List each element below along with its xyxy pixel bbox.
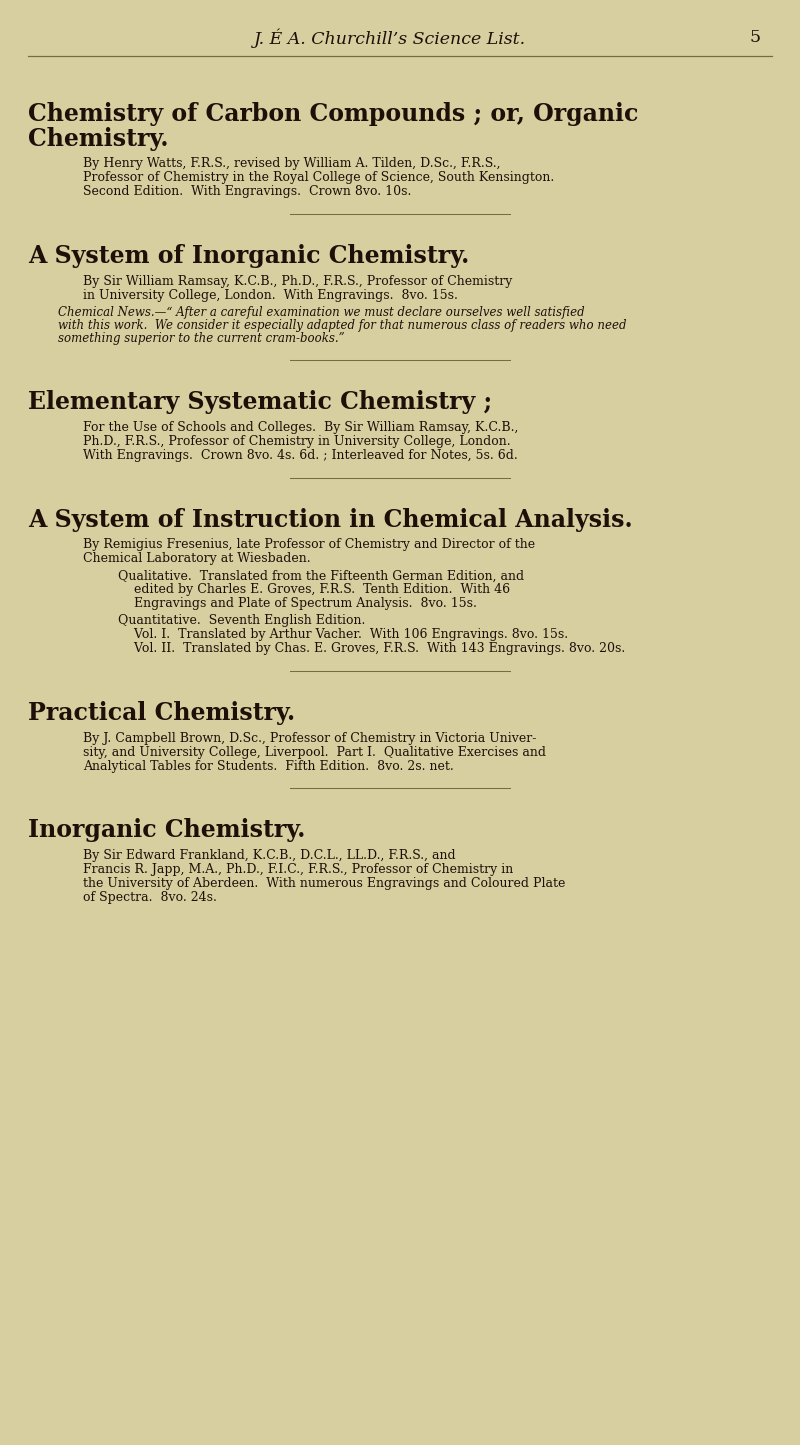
Text: Practical Chemistry.: Practical Chemistry. (28, 701, 295, 725)
Text: By J. Campbell Brown, D.Sc., Professor of Chemistry in Victoria Univer-: By J. Campbell Brown, D.Sc., Professor o… (83, 731, 536, 744)
Text: Ph.D., F.R.S., Professor of Chemistry in University College, London.: Ph.D., F.R.S., Professor of Chemistry in… (83, 435, 510, 448)
Text: Qualitative.  Translated from the Fifteenth German Edition, and: Qualitative. Translated from the Fifteen… (118, 569, 524, 582)
Text: something superior to the current cram-books.”: something superior to the current cram-b… (58, 332, 345, 345)
Text: Quantitative.  Seventh English Edition.: Quantitative. Seventh English Edition. (118, 614, 366, 627)
Text: With Engravings.  Crown 8vo. 4s. 6d. ; Interleaved for Notes, 5s. 6d.: With Engravings. Crown 8vo. 4s. 6d. ; In… (83, 449, 518, 462)
Text: For the Use of Schools and Colleges.  By Sir William Ramsay, K.C.B.,: For the Use of Schools and Colleges. By … (83, 420, 518, 433)
Text: 5: 5 (750, 29, 761, 46)
Text: the University of Aberdeen.  With numerous Engravings and Coloured Plate: the University of Aberdeen. With numerou… (83, 877, 566, 890)
Text: Chemistry.: Chemistry. (28, 127, 169, 150)
Text: Elementary Systematic Chemistry ;: Elementary Systematic Chemistry ; (28, 390, 492, 415)
Text: Engravings and Plate of Spectrum Analysis.  8vo. 15s.: Engravings and Plate of Spectrum Analysi… (118, 597, 477, 610)
Text: Vol. I.  Translated by Arthur Vacher.  With 106 Engravings. 8vo. 15s.: Vol. I. Translated by Arthur Vacher. Wit… (118, 629, 568, 642)
Text: By Sir William Ramsay, K.C.B., Ph.D., F.R.S., Professor of Chemistry: By Sir William Ramsay, K.C.B., Ph.D., F.… (83, 275, 512, 288)
Text: Chemistry of Carbon Compounds ; or, Organic: Chemistry of Carbon Compounds ; or, Orga… (28, 103, 638, 126)
Text: Inorganic Chemistry.: Inorganic Chemistry. (28, 818, 306, 842)
Text: Second Edition.  With Engravings.  Crown 8vo. 10s.: Second Edition. With Engravings. Crown 8… (83, 185, 411, 198)
Text: Analytical Tables for Students.  Fifth Edition.  8vo. 2s. net.: Analytical Tables for Students. Fifth Ed… (83, 760, 454, 773)
Text: of Spectra.  8vo. 24s.: of Spectra. 8vo. 24s. (83, 892, 217, 905)
Text: By Henry Watts, F.R.S., revised by William A. Tilden, D.Sc., F.R.S.,: By Henry Watts, F.R.S., revised by Willi… (83, 158, 501, 171)
Text: J. É A. Churchill’s Science List.: J. É A. Churchill’s Science List. (254, 29, 526, 48)
Text: in University College, London.  With Engravings.  8vo. 15s.: in University College, London. With Engr… (83, 289, 458, 302)
Text: By Sir Edward Frankland, K.C.B., D.C.L., LL.D., F.R.S., and: By Sir Edward Frankland, K.C.B., D.C.L.,… (83, 850, 456, 863)
Text: Francis R. Japp, M.A., Ph.D., F.I.C., F.R.S., Professor of Chemistry in: Francis R. Japp, M.A., Ph.D., F.I.C., F.… (83, 863, 514, 876)
Text: Chemical Laboratory at Wiesbaden.: Chemical Laboratory at Wiesbaden. (83, 552, 310, 565)
Text: By Remigius Fresenius, late Professor of Chemistry and Director of the: By Remigius Fresenius, late Professor of… (83, 539, 535, 552)
Text: Professor of Chemistry in the Royal College of Science, South Kensington.: Professor of Chemistry in the Royal Coll… (83, 172, 554, 185)
Text: Vol. II.  Translated by Chas. E. Groves, F.R.S.  With 143 Engravings. 8vo. 20s.: Vol. II. Translated by Chas. E. Groves, … (118, 642, 626, 655)
Text: Chemical News.—“ After a careful examination we must declare ourselves well sati: Chemical News.—“ After a careful examina… (58, 306, 585, 319)
Text: A System of Instruction in Chemical Analysis.: A System of Instruction in Chemical Anal… (28, 507, 633, 532)
Text: sity, and University College, Liverpool.  Part I.  Qualitative Exercises and: sity, and University College, Liverpool.… (83, 746, 546, 759)
Text: edited by Charles E. Groves, F.R.S.  Tenth Edition.  With 46: edited by Charles E. Groves, F.R.S. Tent… (118, 584, 510, 597)
Text: A System of Inorganic Chemistry.: A System of Inorganic Chemistry. (28, 244, 470, 269)
Text: with this work.  We consider it especially adapted for that numerous class of re: with this work. We consider it especiall… (58, 319, 626, 332)
